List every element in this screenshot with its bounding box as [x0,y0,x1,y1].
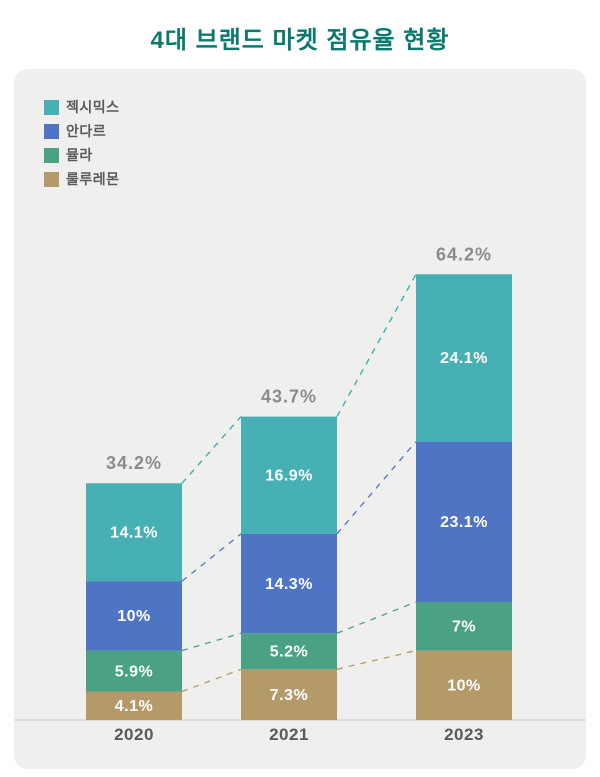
legend-item: 젝시믹스 [44,97,120,117]
connector-line [337,651,416,670]
legend-swatch [44,124,59,139]
segment-label: 7.3% [270,687,308,704]
legend-item: 안다르 [44,121,120,141]
connector-line [337,274,416,416]
connector-line [337,442,416,534]
segment-label: 10% [117,608,151,625]
legend-item: 룰루레몬 [44,169,120,189]
legend-swatch [44,100,59,115]
connector-line [337,602,416,633]
segment-label: 23.1% [440,514,488,531]
legend-swatch [44,148,59,163]
connector-line [182,534,241,581]
total-label: 34.2% [106,453,162,473]
connector-line [182,633,241,650]
segment-label: 7% [452,618,476,635]
segment-label: 10% [447,678,481,695]
chart-card: 젝시믹스안다르뮬라룰루레몬 4.1% 5.9% 10% 14.1% 34.2% 7.3% 5… [14,69,586,769]
segment-label: 14.1% [110,524,158,541]
connector-line [182,417,241,484]
total-label: 43.7% [261,387,317,407]
legend-label: 룰루레몬 [66,169,120,189]
segment-label: 5.9% [115,663,153,680]
plot-area: 4.1% 5.9% 10% 14.1% 34.2% 7.3% 5.2% 14.3% 16.9% 4… [14,195,586,721]
segment-label: 14.3% [265,576,313,593]
x-axis-label: 2023 [444,725,484,745]
segment-label: 5.2% [270,643,308,660]
segment-label: 24.1% [440,350,488,367]
segment-label: 4.1% [115,698,153,715]
chart-title: 4대 브랜드 마켓 점유율 현황 [0,0,600,69]
segment-label: 16.9% [265,467,313,484]
x-axis-label: 2021 [269,725,309,745]
legend: 젝시믹스안다르뮬라룰루레몬 [44,97,120,193]
x-axis: 2020 2021 2023 [14,725,586,755]
legend-label: 젝시믹스 [66,97,120,117]
legend-swatch [44,172,59,187]
x-axis-label: 2020 [114,725,154,745]
total-label: 64.2% [436,244,492,264]
legend-label: 뮬라 [66,145,93,165]
connector-line [182,669,241,691]
legend-label: 안다르 [66,121,106,141]
legend-item: 뮬라 [44,145,120,165]
